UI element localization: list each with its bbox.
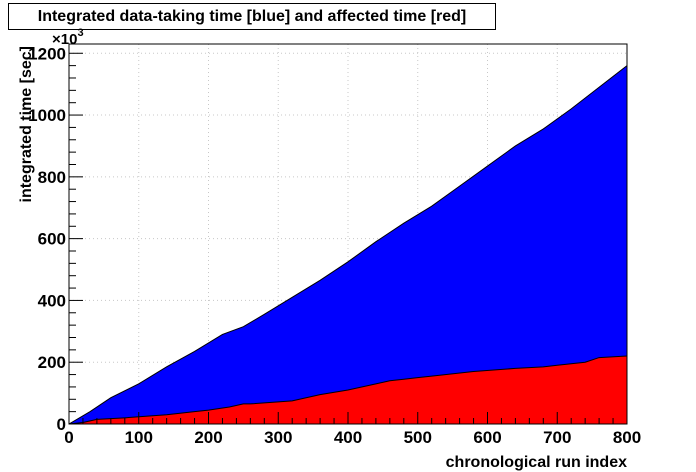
- x-tick-label-0: 0: [64, 428, 73, 447]
- area-series: [68, 65, 628, 425]
- y-axis-title: integrated time [sec]: [18, 46, 35, 202]
- x-tick-label-7: 700: [543, 428, 571, 447]
- x-tick-label-1: 100: [125, 428, 153, 447]
- x-tick-label-5: 500: [404, 428, 432, 447]
- y-tick-label-0: 0: [57, 415, 66, 434]
- area-edge-1: [68, 355, 628, 425]
- y-tick-label-2: 400: [38, 291, 66, 310]
- y-tick-label-5: 1000: [28, 106, 66, 125]
- area-series-0: [69, 65, 627, 425]
- x-tick-label-8: 800: [613, 428, 641, 447]
- x-axis-title: chronological run index: [446, 454, 627, 471]
- y-tick-label-4: 800: [38, 168, 66, 187]
- axis-ticks: [68, 52, 628, 425]
- y-axis-multiplier: ×103: [52, 27, 84, 48]
- x-tick-label-4: 400: [334, 428, 362, 447]
- chart-title-box: Integrated data-taking time [blue] and a…: [8, 3, 496, 30]
- y-axis-multiplier-exp: 3: [77, 27, 83, 39]
- y-tick-label-6: 1200: [28, 44, 66, 63]
- area-edge-0: [68, 65, 628, 425]
- x-tick-label-6: 600: [473, 428, 501, 447]
- y-tick-label-1: 200: [38, 353, 66, 372]
- chart-title: Integrated data-taking time [blue] and a…: [37, 7, 467, 25]
- x-tick-label-2: 200: [194, 428, 222, 447]
- y-tick-label-3: 600: [38, 230, 66, 249]
- tick-labels: 0 100 200 300 400 500 600 700 800 0 200 400 600 800 10…: [28, 44, 641, 447]
- y-axis-multiplier-base: ×10: [52, 31, 77, 48]
- x-tick-label-3: 300: [264, 428, 292, 447]
